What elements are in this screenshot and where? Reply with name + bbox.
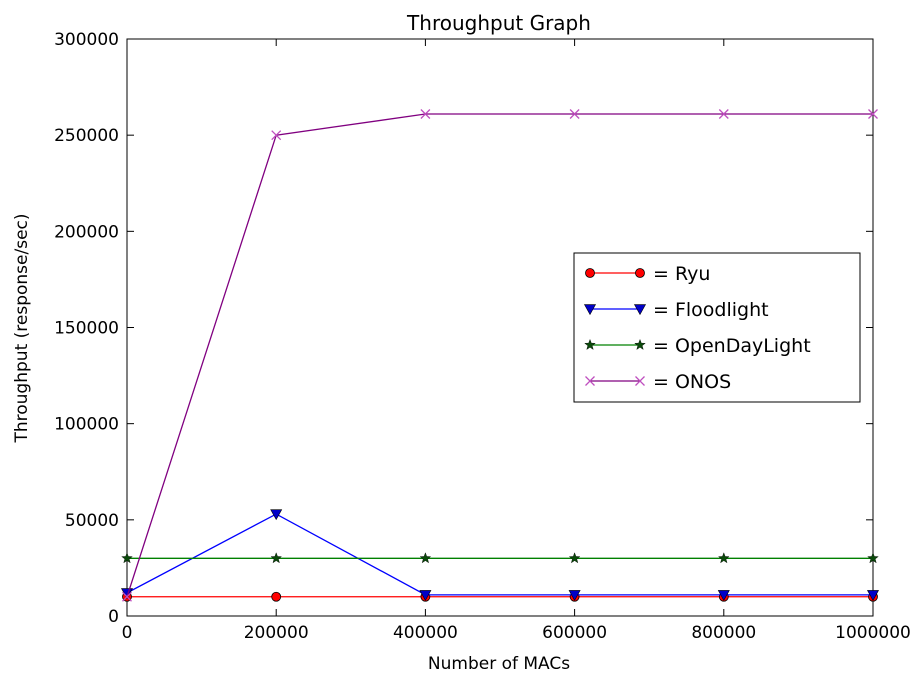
x-axis-title: Number of MACs [428,654,570,674]
legend-marker [584,338,596,350]
legend-marker [583,304,597,316]
data-point [866,590,880,601]
plot-area: 0 200000 400000 600000 800000 1000000 0 50000 10… [54,30,911,643]
y-tick-label: 300000 [54,30,119,50]
x-tick-label: 800000 [691,623,756,643]
data-point [271,130,282,141]
legend-box [573,252,861,403]
data-point [270,552,282,564]
data-point [121,552,133,564]
series-star [121,552,879,564]
data-point [568,552,581,564]
data-point [270,509,283,521]
y-tick-label: 250000 [54,126,119,146]
x-tick-label: 0 [122,623,133,643]
series-x [122,109,878,602]
y-tick-label: 0 [108,607,119,627]
data-point [420,109,431,119]
legend-marker [635,376,645,386]
legend-marker [585,376,595,386]
chart-title: Throughput Graph [406,11,591,35]
legend-label: = OpenDayLight [653,335,811,357]
data-point [718,552,730,564]
data-point [717,590,730,601]
series-line [126,113,873,597]
legend-label: = Floodlight [653,299,769,321]
y-tick-label: 200000 [54,222,119,242]
y-tick-label: 100000 [54,415,119,435]
x-tick-label: 200000 [244,623,309,643]
legend-label: = Ryu [653,263,710,285]
data-point [568,590,581,601]
data-point [419,590,432,601]
y-tick-label: 50000 [65,511,119,531]
legend-marker [635,268,645,278]
legend-label: = ONOS [653,371,731,393]
data-point [271,591,282,602]
data-point [718,109,729,119]
data-point [419,552,432,564]
legend-marker [634,338,646,350]
legend-marker [633,304,647,316]
y-axis-title: Throughput (response/sec) [12,213,32,443]
x-tick-label: 1000000 [835,623,911,643]
legend: = Ryu = Floodlight = OpenDayLight = ONOS [573,252,861,403]
x-tick-label: 400000 [393,623,458,643]
data-point [867,552,879,564]
data-point [122,591,132,602]
data-point [569,109,580,119]
series-triangle-down [120,509,880,601]
series-line [126,513,873,596]
x-tick-label: 600000 [542,623,607,643]
data-point [868,109,878,119]
legend-marker [585,268,595,278]
y-tick-label: 150000 [54,319,119,339]
